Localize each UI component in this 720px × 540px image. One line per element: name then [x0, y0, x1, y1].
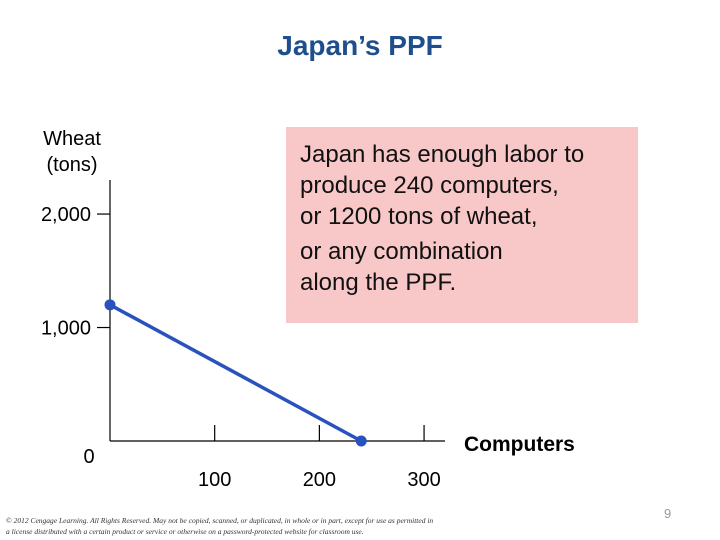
callout-line: Japan has enough labor to	[300, 141, 585, 168]
callout-box: Japan has enough labor to produce 240 co…	[286, 127, 638, 323]
x-tick-label: 300	[407, 469, 440, 491]
page-number: 9	[664, 506, 672, 521]
copyright-notice: © 2012 Cengage Learning. All Rights Rese…	[6, 516, 434, 536]
slide-title: Japan’s PPF	[277, 30, 443, 61]
y-axis-label-line-1: Wheat	[43, 128, 101, 150]
x-tick-label: 200	[303, 469, 336, 491]
y-tick-label: 2,000	[41, 204, 91, 226]
callout-line: or 1200 tons of wheat,	[300, 203, 538, 230]
callout-line: or any combination	[300, 238, 503, 265]
ppf-endpoint	[104, 299, 116, 311]
axes	[109, 180, 445, 442]
y-tick-label: 0	[83, 446, 94, 468]
ticks: 0 1,000 2,000 100 200 300	[41, 204, 441, 491]
ppf-line	[109, 303, 363, 443]
x-axis-label: Computers	[464, 433, 575, 456]
ppf-endpoint	[355, 435, 367, 447]
callout-line: along the PPF.	[300, 269, 457, 296]
callout-line: produce 240 computers,	[300, 172, 559, 199]
y-tick-label: 1,000	[41, 318, 91, 340]
series	[104, 299, 367, 447]
y-axis-label-line-2: (tons)	[46, 154, 98, 176]
y-axis-label: Wheat (tons)	[30, 126, 114, 178]
x-tick-label: 100	[198, 469, 231, 491]
